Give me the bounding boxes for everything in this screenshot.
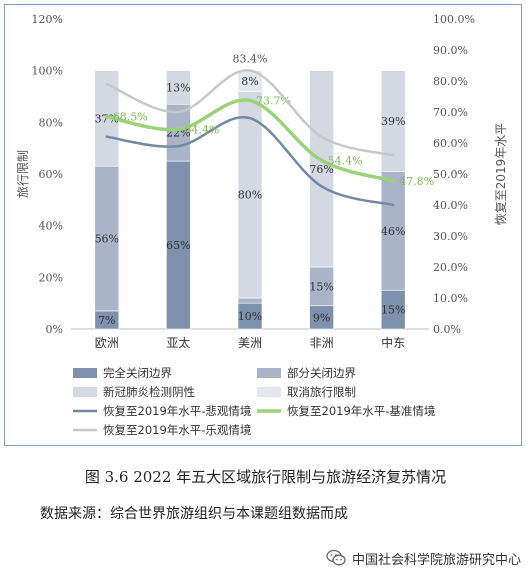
bar-data-label: 13% [166,81,190,94]
bar-segment [166,160,191,330]
y2-tick-label: 20.0% [433,261,468,274]
y2-tick-label: 30.0% [433,230,468,243]
data-source-note: 数据来源：综合世界旅游组织与本课题组数据而成 [40,506,348,522]
bar-data-label: 56% [95,233,119,246]
series-line [105,116,395,207]
x-tick-label: 非洲 [310,336,334,350]
y2-tick-label: 100.0% [433,13,475,26]
y-tick-label: 100% [32,65,63,78]
line-data-label: 47.8% [399,175,434,188]
series-line [105,69,395,157]
line-data-label: 83.4% [233,52,268,65]
bar-data-label: 46% [381,225,405,238]
y-tick-label: 80% [39,116,63,129]
legend-swatch [73,368,97,378]
figure-caption: 图 3.6 2022 年五大区域旅行限制与旅游经济复苏情况 [84,468,447,486]
legend-swatch [257,368,281,378]
y2-tick-label: 50.0% [433,168,468,181]
line-data-label: 64.4% [184,123,219,136]
bar-segment [166,70,191,105]
series-line [105,98,395,183]
line-data-label: 73.7% [256,95,291,108]
legend-swatch [257,387,281,397]
bar-segment [309,266,334,307]
y2-tick-label: 80.0% [433,75,468,88]
legend-label: 恢复至2019年水平-基准情境 [287,404,435,418]
y2-tick-label: 0.0% [433,323,461,336]
y-tick-label: 60% [39,168,63,181]
x-tick-label: 美洲 [238,336,262,350]
y2-tick-label: 40.0% [433,199,468,212]
line-data-label: 68.5% [113,111,148,124]
bar-data-label: 15% [309,280,333,293]
bar-data-label: 65% [166,239,190,252]
bar-segment [237,302,263,330]
bar-data-label: 9% [313,311,330,324]
y2-tick-label: 70.0% [433,106,468,119]
y-tick-label: 20% [39,271,63,284]
legend-swatch [73,387,97,397]
bar-segment [380,171,406,291]
bar-data-label: 80% [238,189,262,202]
y-tick-label: 0% [46,323,63,336]
x-tick-label: 亚太 [166,335,190,350]
watermark: 中国社会科学院旅游研究中心 [326,548,521,568]
bar-segment [237,91,263,299]
x-tick-label: 中东 [381,335,405,350]
y2-tick-label: 60.0% [433,137,468,150]
y-tick-label: 40% [39,220,63,233]
y2-axis-title: 恢复至2019年水平 [494,123,508,226]
bar-data-label: 8% [241,75,258,88]
y2-tick-label: 90.0% [433,44,468,57]
bar-segment [166,103,191,162]
bar-segment [94,165,120,312]
bar-segment [309,70,334,268]
bar-data-label: 15% [381,304,405,317]
bar-data-label: 10% [238,310,262,323]
y-axis-title: 旅行限制 [16,150,30,198]
chart-svg: 0% 20% 40% 60% 80% 100% 120% 0.0% 10.0% 20.0% 30.0… [16,13,508,437]
line-data-label: 54.4% [328,154,363,167]
bar-data-label: 39% [381,115,405,128]
chart-frame: 0% 20% 40% 60% 80% 100% 120% 0.0% 10.0% 20.0% 30.0… [4,4,522,446]
y2-tick-label: 10.0% [433,292,468,305]
x-tick-label: 欧洲 [95,336,119,350]
bar-segment [380,289,406,330]
wechat-icon [326,549,346,566]
legend-label: 新冠肺炎检测阴性 [103,385,195,399]
legend-label: 恢复至2019年水平-悲观情境 [103,404,251,418]
watermark-text: 中国社会科学院旅游研究中心 [351,552,521,568]
bar-data-label: 76% [309,163,333,176]
legend-label: 完全关闭边界 [103,366,172,380]
y-tick-label: 120% [32,13,63,26]
legend-label: 部分关闭边界 [287,366,356,380]
bar-data-label: 37% [95,112,119,125]
legend-label: 恢复至2019年水平-乐观情境 [103,423,251,437]
legend-label: 取消旅行限制 [287,385,356,399]
bar-data-label: 7% [98,314,115,327]
